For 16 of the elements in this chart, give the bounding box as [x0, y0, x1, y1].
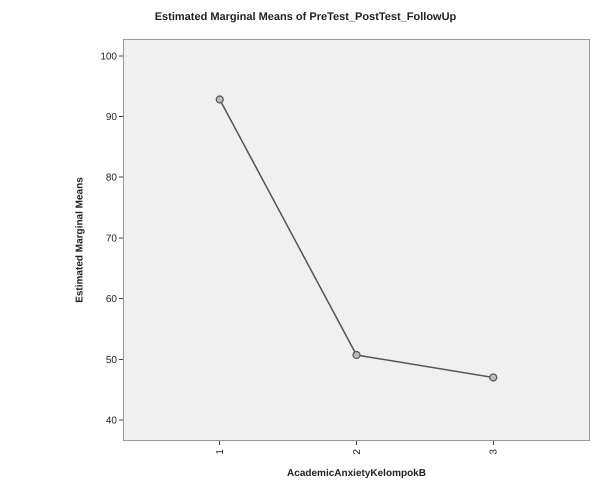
chart-title: Estimated Marginal Means of PreTest_PostTest_FollowUp [154, 10, 457, 23]
point [216, 95, 224, 104]
x-tick-label: 3 [488, 448, 500, 455]
y-axis-title: Estimated Marginal Means [74, 176, 86, 303]
y-tick-label: 80 [106, 172, 118, 184]
y-tick-label: 60 [106, 294, 118, 306]
x-tick-label: 2 [352, 448, 363, 455]
x-tick-label: 1 [214, 448, 226, 455]
y-tick-label: 90 [106, 112, 118, 123]
y-tick-label: 40 [106, 415, 118, 426]
point [352, 350, 361, 360]
point [489, 373, 498, 382]
y-tick-label: 70 [106, 233, 118, 244]
y-tick-label: 50 [106, 354, 118, 366]
y-tick-label: 100 [100, 51, 118, 62]
x-axis-title: AcademicAnxietyKelompokB [287, 468, 426, 480]
